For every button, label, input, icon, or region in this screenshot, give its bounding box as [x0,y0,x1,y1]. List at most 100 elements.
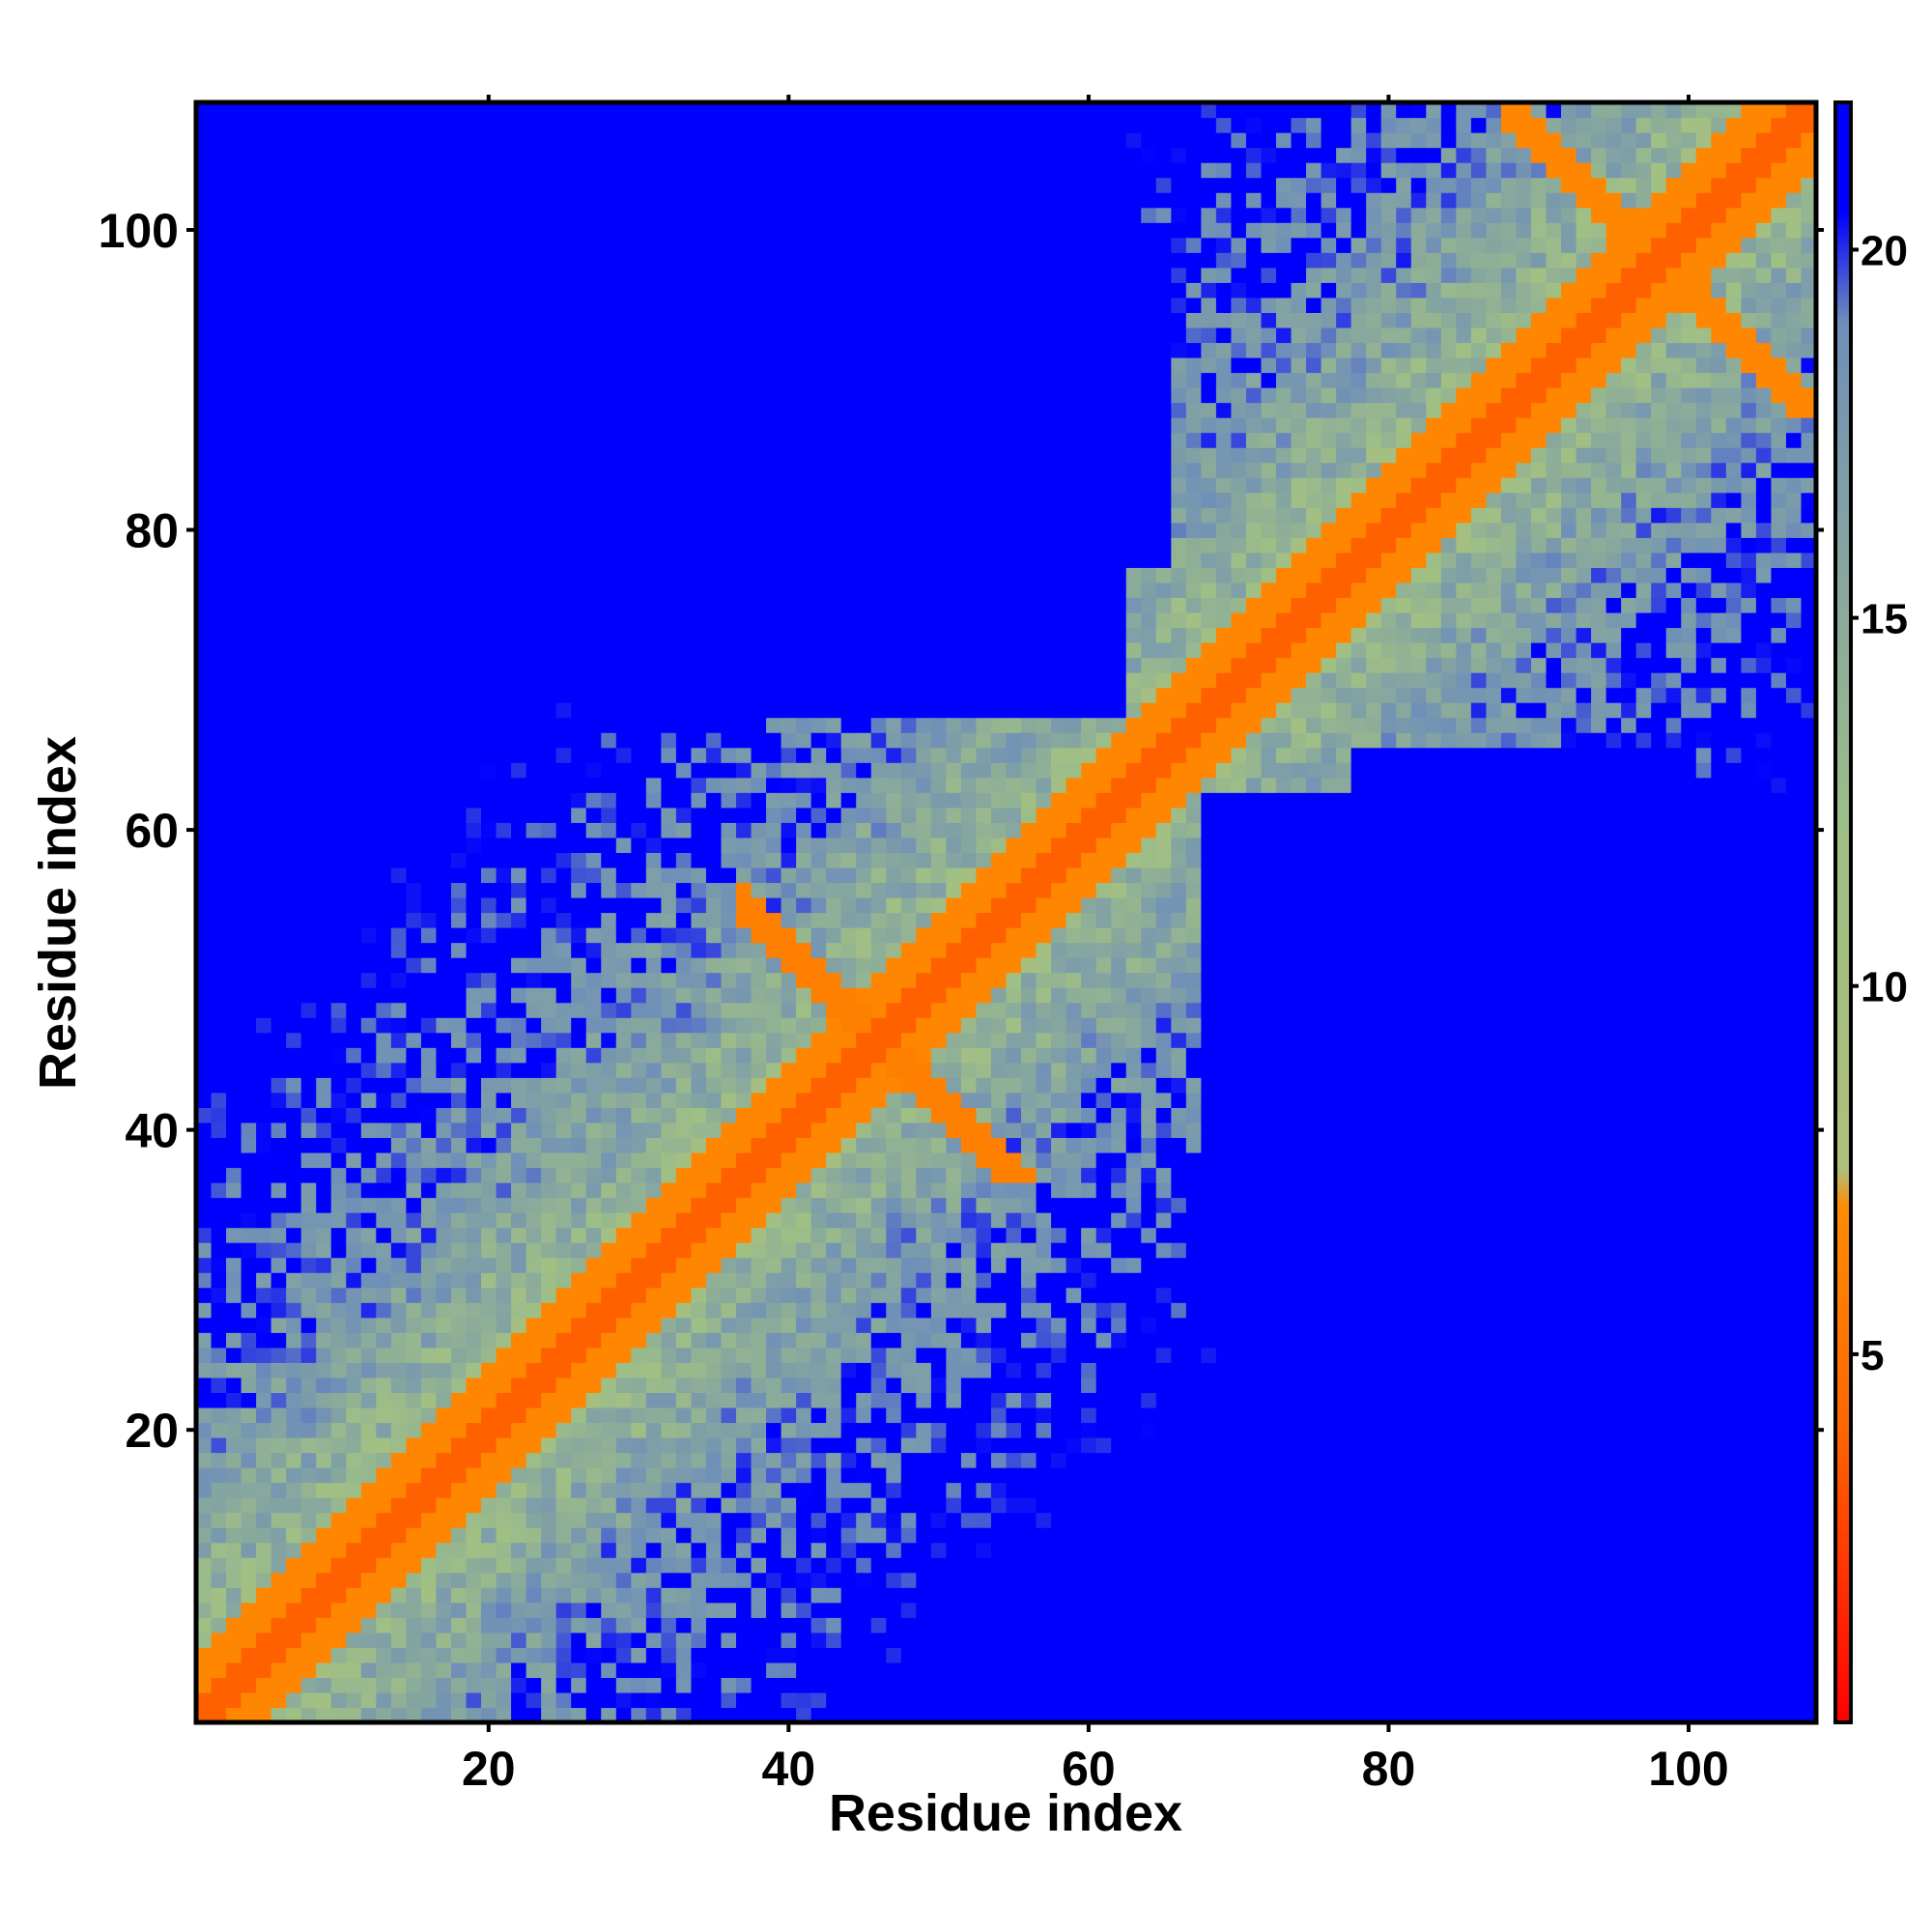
heatmap-cell [481,402,497,418]
heatmap-cell [870,1497,887,1514]
heatmap-cell [796,582,812,599]
heatmap-cell [256,717,272,733]
heatmap-cell [826,1557,842,1574]
heatmap-cell [436,356,452,374]
heatmap-cell [270,762,287,779]
heatmap-cell [481,762,497,779]
heatmap-cell [376,1347,392,1363]
heatmap-cell [406,1512,422,1528]
heatmap-cell [721,1662,737,1679]
heatmap-cell [541,1362,557,1378]
heatmap-cell [781,1422,797,1438]
heatmap-cell [856,282,872,298]
heatmap-cell [286,1482,302,1498]
heatmap-cell [645,1002,662,1018]
heatmap-cell [555,582,572,599]
heatmap-cell [675,1677,693,1693]
heatmap-cell [256,582,272,599]
heatmap-cell [705,1452,723,1468]
heatmap-cell [615,702,632,719]
heatmap-cell [601,102,617,119]
heatmap-cell [241,1422,257,1438]
heatmap-cell [330,462,347,478]
heatmap-cell [481,462,497,478]
heatmap-cell [241,1632,257,1648]
heatmap-cell [466,327,482,344]
heatmap-cell [705,417,723,434]
heatmap-cell [390,1436,407,1454]
heatmap-cell [270,297,287,313]
heatmap-cell [406,597,422,613]
heatmap-cell [840,147,857,163]
heatmap-cell [420,417,438,434]
heatmap-cell [766,1436,782,1454]
heatmap-cell [256,912,272,928]
heatmap-cell [466,1617,482,1634]
heatmap-cell [555,1662,572,1679]
heatmap-cell [721,462,737,478]
heatmap-cell [705,822,723,838]
heatmap-cell [436,972,452,988]
heatmap-cell [585,642,602,659]
heatmap-cell [810,942,827,958]
heatmap-cell [346,672,362,689]
heatmap-cell [870,1527,887,1544]
heatmap-cell [420,1302,438,1319]
heatmap-cell [541,717,557,733]
heatmap-cell [615,807,632,823]
heatmap-cell [721,942,737,958]
heatmap-cell [226,1317,242,1333]
heatmap-cell [631,1347,647,1363]
heatmap-cell [376,927,392,944]
heatmap-cell [736,1452,753,1468]
heatmap-cell [721,642,737,659]
heatmap-cell [420,1062,438,1078]
heatmap-cell [766,1032,782,1048]
heatmap-cell [751,1527,767,1544]
heatmap-cell [450,1107,468,1123]
heatmap-cell [360,1077,377,1094]
heatmap-cell [390,867,407,884]
heatmap-cell [316,387,332,404]
heatmap-cell [241,447,257,464]
heatmap-cell [645,1197,662,1213]
heatmap-cell [585,1482,602,1498]
heatmap-cell [330,867,347,884]
heatmap-cell [211,372,227,388]
heatmap-cell [571,267,587,283]
heatmap-cell [721,867,737,884]
heatmap-cell [856,402,872,418]
heatmap-cell [481,1617,497,1634]
heatmap-cell [406,732,422,749]
heatmap-cell [226,1707,242,1723]
heatmap-cell [796,1347,812,1363]
heatmap-cell [736,222,753,239]
heatmap-cell [450,1062,468,1078]
heatmap-cell [406,372,422,388]
heatmap-cell [691,1512,707,1528]
heatmap-cell [211,1302,227,1319]
heatmap-cell [330,1497,347,1514]
heatmap-cell [376,837,392,853]
heatmap-cell [481,1497,497,1514]
heatmap-cell [840,762,857,779]
heatmap-cell [450,792,468,809]
heatmap-cell [631,972,647,988]
heatmap-cell [766,1017,782,1034]
heatmap-cell [736,1167,753,1183]
heatmap-cell [781,1197,797,1213]
heatmap-cell [196,747,213,763]
heatmap-cell [346,1677,362,1693]
heatmap-cell [390,1632,407,1648]
heatmap-cell [645,747,662,763]
heatmap-cell [511,1242,527,1259]
heatmap-cell [360,1122,377,1139]
heatmap-cell [511,1197,527,1213]
heatmap-cell [376,132,392,149]
heatmap-cell [736,1362,753,1378]
heatmap-cell [736,1032,753,1048]
heatmap-cell [420,611,438,629]
heatmap-cell [390,582,407,599]
heatmap-cell [420,297,438,313]
heatmap-cell [766,822,782,838]
